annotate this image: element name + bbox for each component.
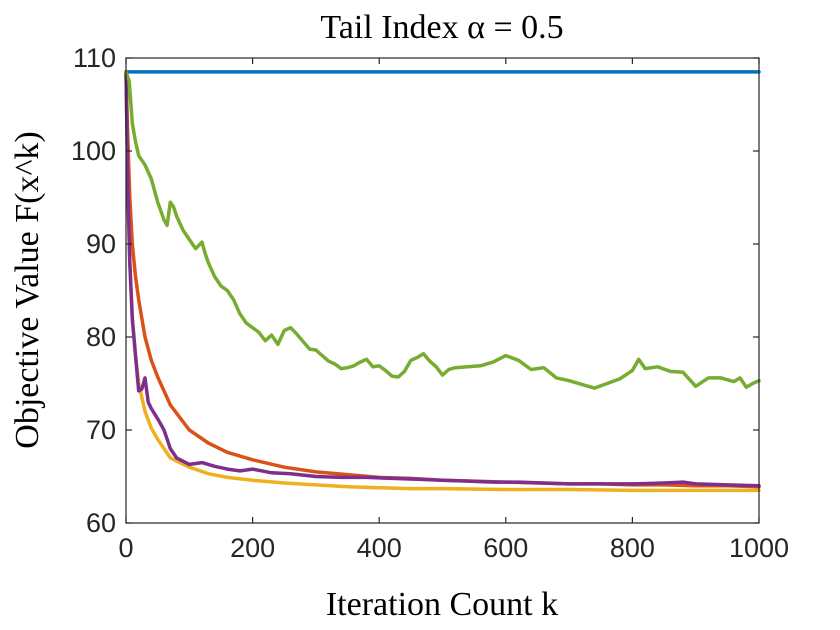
y-tick-label: 60 bbox=[86, 508, 116, 538]
x-tick-label: 800 bbox=[610, 533, 655, 563]
x-tick-label: 600 bbox=[483, 533, 528, 563]
y-tick-label: 80 bbox=[86, 322, 116, 352]
x-tick-label: 1000 bbox=[729, 533, 789, 563]
series-line-orange bbox=[124, 70, 761, 489]
y-tick-label: 110 bbox=[73, 43, 116, 73]
series-layer bbox=[124, 70, 761, 493]
tick-layer: 0 200 400 600 800 1000 60 70 80 90 100 110 bbox=[71, 43, 789, 563]
x-tick-label: 0 bbox=[118, 533, 133, 563]
series-line-purple bbox=[124, 70, 761, 488]
series-line-green bbox=[124, 70, 761, 390]
y-tick-label: 90 bbox=[86, 229, 116, 259]
plot-frame bbox=[125, 57, 760, 524]
x-tick-label: 200 bbox=[230, 533, 275, 563]
y-axis-title: Objective Value F(x^k) bbox=[9, 131, 46, 448]
series-line-yellow bbox=[124, 70, 761, 493]
y-tick-label: 100 bbox=[71, 136, 116, 166]
x-axis-title: Iteration Count k bbox=[326, 586, 558, 623]
y-tick-label: 70 bbox=[86, 415, 116, 445]
x-tick-label: 400 bbox=[357, 533, 402, 563]
chart-title: Tail Index α = 0.5 bbox=[320, 9, 563, 46]
